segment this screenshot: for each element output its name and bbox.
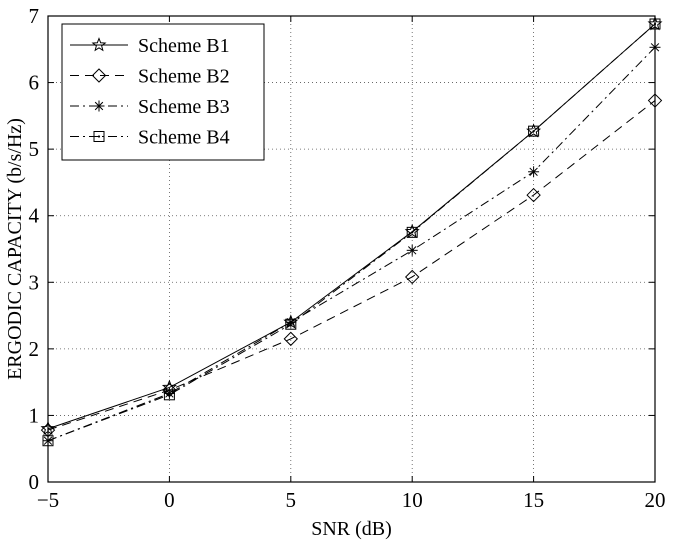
x-tick-label: 15: [523, 488, 544, 512]
data-point: [406, 226, 418, 238]
data-point: [528, 166, 540, 178]
x-tick-label: 20: [645, 488, 666, 512]
data-point: [526, 187, 541, 203]
data-point: [283, 331, 299, 347]
series-line: [47, 23, 656, 442]
legend-item: Scheme B1: [70, 35, 230, 57]
legend-marker: [91, 37, 107, 52]
y-tick-label: 1: [29, 403, 40, 427]
plot-frame: [47, 15, 656, 483]
data-point: [163, 389, 175, 401]
series-line: [47, 46, 656, 442]
legend-item: Scheme B2: [70, 66, 230, 88]
data-point: [528, 125, 540, 137]
y-tick-label: 5: [29, 137, 40, 161]
y-tick-label: 7: [29, 4, 40, 28]
x-tick-label: −5: [37, 488, 59, 512]
legend-label: Scheme B1: [138, 35, 230, 57]
y-tick-label: 4: [29, 204, 40, 228]
legend-label: Scheme B3: [138, 96, 230, 118]
series-line: [47, 23, 656, 430]
legend-marker: [91, 68, 107, 83]
legend-marker: [93, 131, 105, 142]
legend: Scheme B1 Scheme B2 Scheme B3 Scheme B4: [61, 23, 265, 161]
y-tick-label: 2: [29, 337, 40, 361]
y-tick-label: 0: [29, 470, 40, 494]
x-tick-label: 0: [164, 488, 175, 512]
legend-marker: [93, 100, 105, 112]
data-point: [406, 244, 418, 256]
data-point: [404, 269, 420, 285]
legend-label: Scheme B4: [138, 127, 230, 149]
series-line: [47, 100, 656, 431]
legend-label: Scheme B2: [138, 66, 230, 88]
x-tick-label: 10: [402, 488, 423, 512]
y-axis-title: ERGODIC CAPACITY (b/s/Hz): [4, 118, 26, 380]
x-tick-label: 5: [286, 488, 297, 512]
y-tick-label: 6: [29, 71, 40, 95]
legend-item: Scheme B3: [70, 96, 230, 118]
legend-item: Scheme B4: [70, 127, 230, 149]
x-axis-title: SNR (dB): [311, 518, 392, 540]
y-tick-label: 3: [29, 270, 40, 294]
data-point: [285, 318, 297, 330]
